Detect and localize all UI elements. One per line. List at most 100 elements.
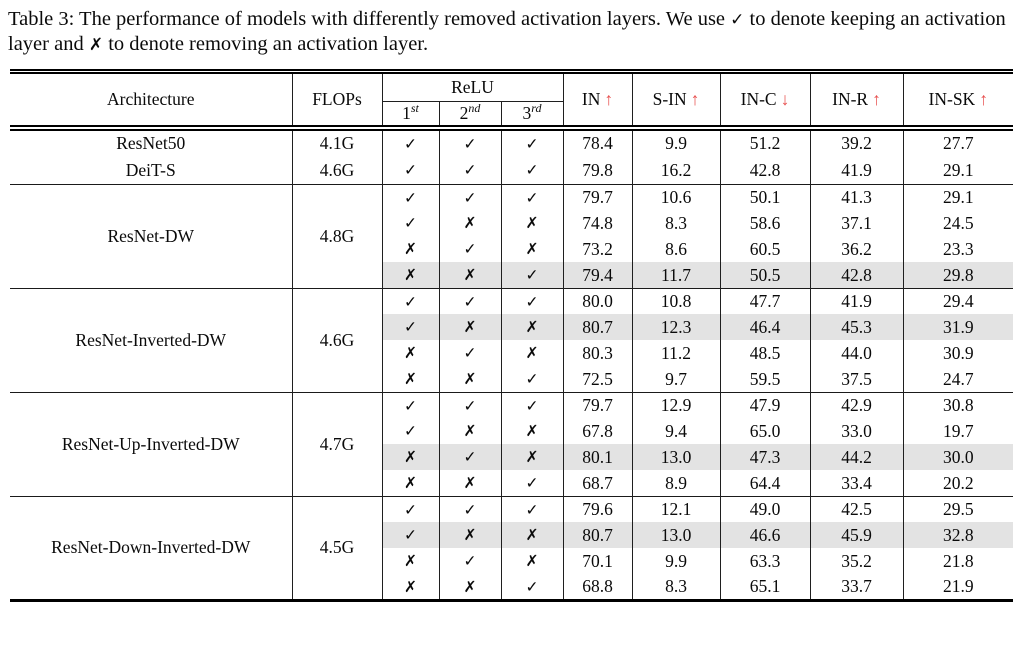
in-value: 73.2 bbox=[562, 236, 632, 263]
relu2-mark: ✓ bbox=[438, 184, 501, 211]
metric-label: IN-C bbox=[740, 89, 777, 110]
relu1-mark: ✗ bbox=[381, 236, 439, 263]
in-sk-value: 30.8 bbox=[902, 392, 1013, 419]
relu3-mark: ✓ bbox=[500, 184, 563, 211]
in-r-value: 42.9 bbox=[809, 392, 903, 419]
in-value: 80.7 bbox=[562, 314, 632, 341]
relu1-mark: ✗ bbox=[381, 444, 439, 471]
metric-label: IN-SK bbox=[928, 89, 976, 110]
relu2-mark: ✓ bbox=[438, 128, 501, 157]
in-sk-value: 29.5 bbox=[902, 496, 1013, 523]
table-row-highlighted: ✓ ✗ ✗ 80.7 12.3 46.4 45.3 31.9 bbox=[10, 314, 1013, 341]
relu2-mark: ✗ bbox=[438, 470, 501, 497]
relu3-mark: ✓ bbox=[500, 262, 563, 289]
in-c-value: 65.1 bbox=[719, 574, 810, 601]
relu1-mark: ✗ bbox=[381, 366, 439, 393]
relu3-mark: ✓ bbox=[500, 288, 563, 315]
architecture-cell: ResNet50 bbox=[116, 133, 186, 154]
flops-cell: 4.6G bbox=[291, 288, 382, 393]
in-c-value: 47.9 bbox=[719, 392, 810, 419]
in-value: 80.7 bbox=[562, 522, 632, 549]
s-in-value: 11.7 bbox=[631, 262, 720, 289]
table-row: ✓ ✗ ✗ 67.8 9.4 65.0 33.0 19.7 bbox=[10, 418, 1013, 445]
col-header-architecture: Architecture bbox=[107, 89, 195, 110]
s-in-value: 9.9 bbox=[631, 548, 720, 575]
relu2-mark: ✓ bbox=[438, 444, 501, 471]
relu1-mark: ✓ bbox=[381, 392, 439, 419]
relu2-mark: ✓ bbox=[438, 236, 501, 263]
in-sk-value: 30.0 bbox=[902, 444, 1013, 471]
col-header-relu-2nd: 2nd bbox=[438, 101, 501, 129]
table-row-highlighted: ✗ ✗ ✓ 79.4 11.7 50.5 42.8 29.8 bbox=[10, 262, 1013, 289]
in-value: 80.1 bbox=[562, 444, 632, 471]
group-resnet-inverted-dw: ResNet-Inverted-DW 4.6G ✓ ✓ ✓ 80.0 10.8 … bbox=[10, 288, 1013, 393]
in-value: 74.8 bbox=[562, 210, 632, 237]
table-row: ✗ ✓ ✗ 70.1 9.9 63.3 35.2 21.8 bbox=[10, 548, 1013, 575]
flops-cell: 4.8G bbox=[291, 184, 382, 289]
col-header-s-in: S-IN ↑ bbox=[631, 71, 720, 129]
in-sk-value: 20.2 bbox=[902, 470, 1013, 497]
relu3-mark: ✗ bbox=[500, 418, 563, 445]
in-c-value: 49.0 bbox=[719, 496, 810, 523]
in-c-value: 65.0 bbox=[719, 418, 810, 445]
table-row: ResNet-Down-Inverted-DW 4.5G ✓ ✓ ✓ 79.6 … bbox=[10, 496, 1013, 601]
relu1-mark: ✗ bbox=[381, 262, 439, 289]
in-value: 68.8 bbox=[562, 574, 632, 601]
relu2-mark: ✗ bbox=[438, 366, 501, 393]
in-r-value: 45.9 bbox=[809, 522, 903, 549]
table-row: ResNet50 4.1G ✓ ✓ ✓ 78.4 9.9 51.2 39.2 2… bbox=[10, 128, 1013, 157]
table-row: ✗ ✓ ✗ 80.3 11.2 48.5 44.0 30.9 bbox=[10, 340, 1013, 367]
in-sk-value: 19.7 bbox=[902, 418, 1013, 445]
relu1-mark: ✗ bbox=[381, 470, 439, 497]
in-r-value: 42.5 bbox=[809, 496, 903, 523]
relu2-mark: ✗ bbox=[438, 574, 501, 601]
relu3-mark: ✓ bbox=[500, 156, 563, 185]
relu3-mark: ✓ bbox=[500, 470, 563, 497]
s-in-value: 8.9 bbox=[631, 470, 720, 497]
in-sk-value: 30.9 bbox=[902, 340, 1013, 367]
s-in-value: 9.4 bbox=[631, 418, 720, 445]
in-c-value: 58.6 bbox=[719, 210, 810, 237]
table-row: ✗ ✗ ✓ 68.7 8.9 64.4 33.4 20.2 bbox=[10, 470, 1013, 497]
architecture-cell: ResNet-DW bbox=[107, 225, 194, 246]
s-in-value: 13.0 bbox=[631, 444, 720, 471]
relu2-mark: ✓ bbox=[438, 392, 501, 419]
in-value: 67.8 bbox=[562, 418, 632, 445]
s-in-value: 12.9 bbox=[631, 392, 720, 419]
in-value: 70.1 bbox=[562, 548, 632, 575]
in-c-value: 46.6 bbox=[719, 522, 810, 549]
in-r-value: 37.5 bbox=[809, 366, 903, 393]
in-value: 79.7 bbox=[562, 392, 632, 419]
relu-ord-base: 2 bbox=[459, 103, 469, 124]
in-r-value: 39.2 bbox=[809, 128, 903, 157]
architecture-cell: ResNet-Up-Inverted-DW bbox=[61, 433, 240, 454]
relu3-mark: ✓ bbox=[500, 574, 563, 601]
caption-text-2: to denote keeping an activation layer an… bbox=[8, 8, 1006, 56]
in-r-value: 44.0 bbox=[809, 340, 903, 367]
group-resnet-up-inverted-dw: ResNet-Up-Inverted-DW 4.7G ✓ ✓ ✓ 79.7 12… bbox=[10, 392, 1013, 497]
s-in-value: 13.0 bbox=[631, 522, 720, 549]
in-c-value: 47.3 bbox=[719, 444, 810, 471]
relu1-mark: ✓ bbox=[381, 418, 439, 445]
relu2-mark: ✓ bbox=[438, 288, 501, 315]
s-in-value: 8.6 bbox=[631, 236, 720, 263]
relu2-mark: ✗ bbox=[438, 210, 501, 237]
relu1-mark: ✓ bbox=[381, 496, 439, 523]
in-r-value: 41.3 bbox=[809, 184, 903, 211]
relu-ord-sup: rd bbox=[531, 101, 542, 116]
group-resnet-dw: ResNet-DW 4.8G ✓ ✓ ✓ 79.7 10.6 50.1 41.3… bbox=[10, 184, 1013, 289]
relu1-mark: ✗ bbox=[381, 574, 439, 601]
cross-mark-icon: ✗ bbox=[88, 35, 104, 56]
in-sk-value: 29.1 bbox=[902, 156, 1013, 185]
col-header-in-c: IN-C ↓ bbox=[719, 71, 810, 129]
in-sk-value: 23.3 bbox=[902, 236, 1013, 263]
in-sk-value: 29.1 bbox=[902, 184, 1013, 211]
relu2-mark: ✗ bbox=[438, 522, 501, 549]
up-arrow-icon: ↑ bbox=[979, 89, 988, 110]
in-c-value: 64.4 bbox=[719, 470, 810, 497]
architecture-cell: ResNet-Down-Inverted-DW bbox=[51, 537, 251, 558]
table-row: ResNet-DW 4.8G ✓ ✓ ✓ 79.7 10.6 50.1 41.3… bbox=[10, 184, 1013, 289]
relu-ord-sup: st bbox=[410, 101, 419, 116]
relu1-mark: ✓ bbox=[381, 184, 439, 211]
relu2-mark: ✓ bbox=[438, 496, 501, 523]
